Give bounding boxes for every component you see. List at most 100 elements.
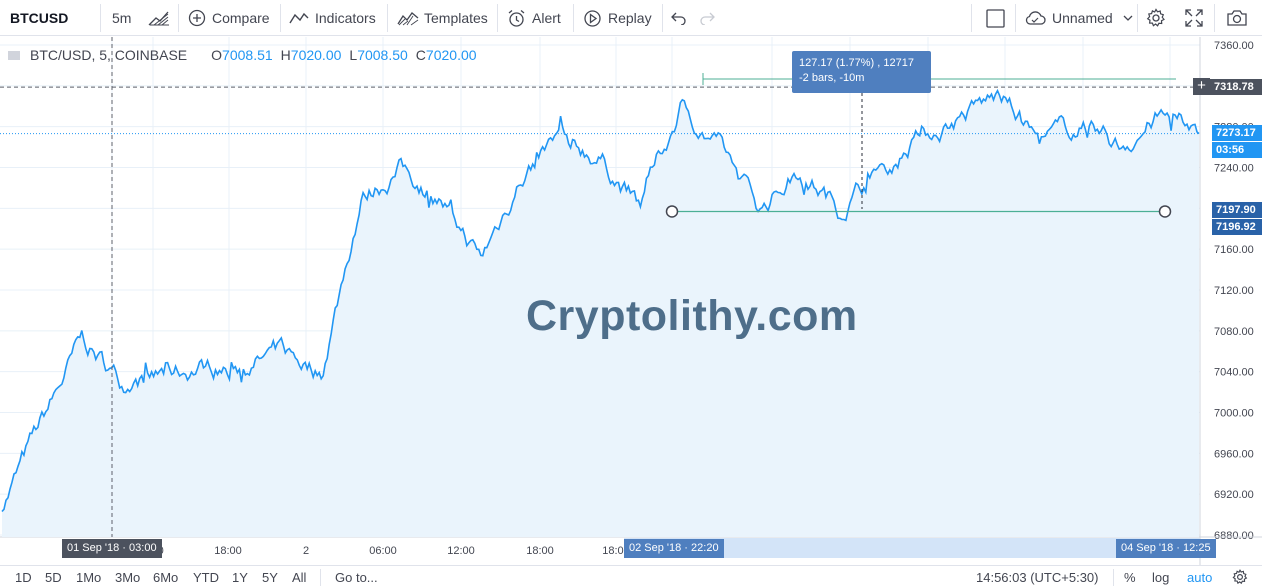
support-line-handle-end[interactable] [1158, 205, 1172, 218]
chevron-down-icon [1123, 15, 1133, 22]
range-button-all[interactable]: All [292, 570, 307, 585]
legend-series-title[interactable]: BTC/USD, 5, COINBASE [30, 47, 188, 63]
collapse-legend-icon[interactable] [8, 50, 20, 60]
square-icon [986, 8, 1005, 28]
settings-gear-button[interactable] [1232, 569, 1248, 588]
legend-low-key: L [349, 47, 358, 63]
gear-icon [1232, 569, 1248, 588]
y-tick-label: 7080.00 [1214, 326, 1254, 338]
bottom-divider [320, 569, 321, 586]
x-tick-label: 18:00 [602, 545, 630, 557]
toolbar-divider [1137, 4, 1138, 32]
range-button-ytd[interactable]: YTD [193, 570, 219, 585]
alert-button[interactable]: Alert [507, 0, 561, 36]
chart-pane[interactable]: 6880.00 6920.00 6960.00 7000.00 7040.00 7080.… [0, 37, 1262, 565]
save-layout-button[interactable]: Unnamed [1024, 0, 1133, 36]
clock-timezone[interactable]: 14:56:03 (UTC+5:30) [976, 570, 1099, 585]
measure-tooltip-line2: -2 bars, -10m [799, 72, 865, 84]
log-scale-toggle[interactable]: log [1152, 570, 1170, 585]
indicators-icon [289, 11, 309, 25]
toolbar-divider [1214, 4, 1215, 32]
x-tick-label: 18:00 [526, 545, 554, 557]
range-button-1mo[interactable]: 1Mo [76, 570, 102, 585]
indicators-button[interactable]: Indicators [289, 0, 376, 36]
toolbar-divider [1015, 4, 1016, 32]
y-tick-label: 7160.00 [1214, 244, 1254, 256]
range-end-time-label: 04 Sep '18 · 12:25 [1116, 539, 1216, 558]
legend-low-value: 7008.50 [357, 47, 408, 63]
goto-button[interactable]: Go to... [335, 570, 378, 585]
x-tick-label: 18:00 [214, 545, 242, 557]
range-price-label: 7197.90 [1212, 202, 1262, 218]
range-button-1y[interactable]: 1Y [232, 570, 248, 585]
price-area-fill [2, 90, 1199, 537]
measure-tooltip: 127.17 (1.77%) , 12717 -2 bars, -10m [792, 51, 931, 93]
legend-close-value: 7020.00 [425, 47, 477, 63]
templates-label: Templates [424, 10, 488, 26]
auto-scale-toggle[interactable]: auto [1187, 570, 1213, 585]
legend-high-value: 7020.00 [290, 47, 342, 63]
range-button-5d[interactable]: 5D [45, 570, 62, 585]
x-tick-label: 12:00 [447, 545, 475, 557]
interval-label: 5m [112, 10, 132, 26]
bar-countdown-label: 03:56 [1212, 142, 1262, 158]
compare-button[interactable]: Compare [188, 0, 270, 36]
price-line-series[interactable] [1, 88, 1200, 513]
crosshair-time-label: 01 Sep '18 · 03:00 [62, 539, 162, 558]
legend-open-key: O [211, 47, 223, 63]
alert-label: Alert [532, 10, 561, 26]
undo-icon [671, 11, 687, 25]
bar-style-button[interactable] [148, 0, 170, 36]
legend-high-key: H [280, 47, 291, 63]
range-button-1d[interactable]: 1D [15, 570, 32, 585]
redo-icon [699, 11, 715, 25]
y-tick-label: 7000.00 [1214, 408, 1254, 420]
layout-toggle-button[interactable] [986, 0, 1005, 36]
gear-icon [1146, 8, 1166, 28]
measure-tooltip-line1: 127.17 (1.77%) , 12717 [799, 57, 914, 69]
snapshot-button[interactable] [1226, 0, 1248, 36]
compare-label: Compare [212, 10, 270, 26]
range-button-6mo[interactable]: 6Mo [153, 570, 179, 585]
x-tick-label: 2 [303, 545, 309, 557]
y-tick-label: 7120.00 [1214, 285, 1254, 297]
support-line-handle-start[interactable] [665, 205, 679, 218]
toolbar-divider [662, 4, 663, 32]
plus-circle-icon [188, 9, 206, 27]
toolbar-divider [178, 4, 179, 32]
alarm-clock-icon [507, 9, 526, 28]
y-tick-label: 7040.00 [1214, 367, 1254, 379]
redo-button[interactable] [699, 0, 715, 36]
percent-scale-toggle[interactable]: % [1124, 570, 1136, 585]
x-tick-label: 06:00 [369, 545, 397, 557]
range-button-5y[interactable]: 5Y [262, 570, 278, 585]
y-tick-label: 7360.00 [1214, 40, 1254, 52]
plus-icon[interactable]: + [1193, 78, 1210, 95]
toolbar-divider [573, 4, 574, 32]
y-tick-label: 6960.00 [1214, 448, 1254, 460]
bottom-divider [1113, 569, 1114, 586]
time-range-highlight [624, 538, 1200, 558]
toolbar-divider [387, 4, 388, 32]
price-chart[interactable]: 6880.00 6920.00 6960.00 7000.00 7040.00 7080.… [0, 37, 1262, 565]
bottom-toolbar: 1D 5D 1Mo 3Mo 6Mo YTD 1Y 5Y All Go to...… [0, 565, 1262, 588]
symbol-search-button[interactable]: BTCUSD [10, 0, 68, 36]
settings-button[interactable] [1146, 0, 1166, 36]
templates-button[interactable]: Templates [397, 0, 488, 36]
fullscreen-icon [1185, 9, 1203, 27]
replay-button[interactable]: Replay [583, 0, 652, 36]
fullscreen-button[interactable] [1185, 0, 1203, 36]
toolbar-divider [971, 4, 972, 32]
y-tick-label: 7240.00 [1214, 163, 1254, 175]
undo-button[interactable] [671, 0, 687, 36]
range-start-time-label: 02 Sep '18 · 22:20 [624, 539, 724, 558]
range-button-3mo[interactable]: 3Mo [115, 570, 141, 585]
interval-button[interactable]: 5m [112, 0, 131, 36]
toolbar-divider [100, 4, 101, 32]
toolbar-divider [280, 4, 281, 32]
range-price-label: 7196.92 [1212, 219, 1262, 235]
indicators-label: Indicators [315, 10, 376, 26]
replay-label: Replay [608, 10, 652, 26]
top-toolbar: BTCUSD 5m Compare Indicators [0, 0, 1262, 36]
